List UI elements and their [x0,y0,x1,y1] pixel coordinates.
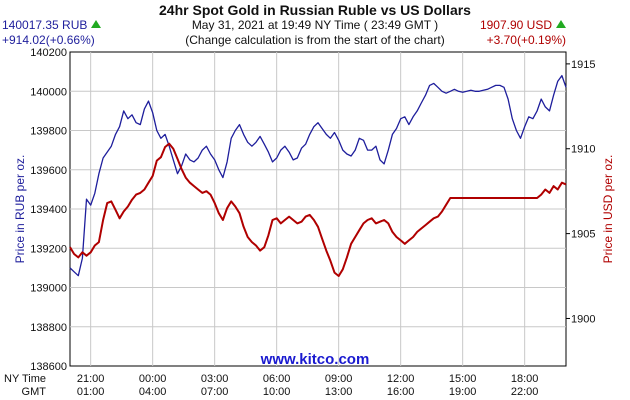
x-tick-label-ny: 03:00 [201,373,229,385]
rub-change: +914.02(+0.66%) [2,33,95,47]
x-tick-label-gmt: 13:00 [325,386,353,398]
x-tick-label-gmt: 04:00 [139,386,167,398]
x-tick-label-ny: 12:00 [387,373,415,385]
left-tick-label: 139600 [30,165,67,177]
left-tick-label: 139000 [30,283,67,295]
x-tick-label-ny: 18:00 [511,373,539,385]
right-tick-label: 1910 [571,144,595,156]
left-tick-label: 139800 [30,126,67,138]
x-tick-label-gmt: 22:00 [511,386,539,398]
x-tick-label-ny: 00:00 [139,373,167,385]
watermark: www.kitco.com [260,351,370,368]
x-row-label-gmt: GMT [22,386,47,398]
left-tick-label: 139400 [30,204,67,216]
up-arrow-icon [556,20,566,28]
up-arrow-icon [91,20,102,28]
x-row-label-ny: NY Time [4,373,46,385]
x-tick-label-gmt: 01:00 [77,386,105,398]
x-tick-label-gmt: 07:00 [201,386,229,398]
x-tick-label-ny: 06:00 [263,373,291,385]
left-tick-label: 140200 [30,47,67,59]
right-tick-label: 1905 [571,229,595,241]
x-tick-label-ny: 21:00 [77,373,105,385]
left-tick-label: 138600 [30,361,67,373]
left-tick-label: 138800 [30,322,67,334]
x-tick-label-gmt: 16:00 [387,386,415,398]
right-tick-label: 1915 [571,59,595,71]
right-axis-ticks: 1900 1905 1910 1915 [566,59,595,325]
series-line-usd [69,142,567,277]
chart-subtitle: May 31, 2021 at 19:49 NY Time ( 23:49 GM… [191,18,439,32]
x-tick-label-ny: 15:00 [449,373,477,385]
right-axis-label: Price in USD per oz. [601,155,615,264]
usd-change: +3.70(+0.19%) [486,33,566,47]
right-tick-label: 1900 [571,313,595,325]
x-tick-label-gmt: 19:00 [449,386,477,398]
left-axis-label: Price in RUB per oz. [13,155,27,264]
left-tick-label: 140000 [30,86,67,98]
left-tick-label: 139200 [30,243,67,255]
grid [70,52,566,366]
rub-price: 140017.35 RUB [2,18,102,32]
left-axis-ticks: 138600 138800 139000 139200 139400 139600 1398… [30,47,67,373]
series-line-rub [69,74,567,277]
chart-title: 24hr Spot Gold in Russian Ruble vs US Do… [159,2,471,18]
x-tick-label-gmt: 10:00 [263,386,291,398]
rub-price-value: 140017.35 RUB [2,18,88,32]
chart-note: (Change calculation is from the start of… [185,33,445,47]
usd-price-value: 1907.90 USD [479,18,552,32]
x-tick-label-ny: 09:00 [325,373,353,385]
usd-price: 1907.90 USD [480,18,566,32]
series-lines [69,74,567,277]
